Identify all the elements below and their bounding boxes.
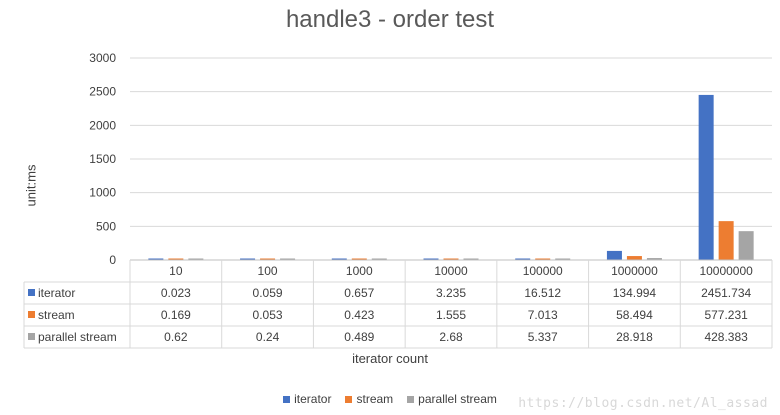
data-label: 1.555 — [436, 308, 466, 322]
bar-parallel-stream-10000000 — [738, 231, 754, 260]
bar-stream-1000000 — [626, 256, 642, 260]
table-series-label: stream — [38, 308, 75, 322]
bar-parallel-stream-100000 — [555, 258, 571, 260]
table-series-label: iterator — [38, 286, 75, 300]
data-label: 577.231 — [704, 308, 748, 322]
legend-item: iterator — [283, 392, 331, 406]
chart-title: handle3 - order test — [285, 6, 495, 33]
data-label: 58.494 — [616, 308, 653, 322]
legend-swatch — [407, 395, 415, 403]
data-label: 0.657 — [344, 286, 374, 300]
x-tick-label: 100000 — [523, 264, 563, 278]
bar-iterator-100000 — [515, 258, 531, 260]
legend-label: parallel stream — [418, 392, 497, 406]
data-label: 2451.734 — [701, 286, 751, 300]
data-label: 0.169 — [161, 308, 191, 322]
y-tick-label: 500 — [96, 219, 116, 233]
bar-iterator-1000 — [331, 258, 347, 260]
y-tick-label: 1500 — [89, 152, 116, 166]
table-series-label: parallel stream — [38, 330, 117, 344]
legend-label: iterator — [294, 392, 332, 406]
x-tick-label: 1000000 — [611, 264, 658, 278]
bar-iterator-100 — [240, 258, 256, 260]
legend-swatch — [345, 395, 353, 403]
data-label: 5.337 — [528, 330, 558, 344]
data-label: 0.489 — [344, 330, 374, 344]
data-label: 0.023 — [161, 286, 191, 300]
data-label: 0.62 — [164, 330, 188, 344]
watermark: https://blog.csdn.net/Al_assad — [518, 396, 768, 411]
bar-stream-10 — [168, 258, 184, 260]
x-tick-label: 10000000 — [699, 264, 753, 278]
bar-iterator-10000000 — [698, 94, 714, 260]
x-tick-label: 100 — [258, 264, 278, 278]
bar-iterator-10000 — [423, 258, 439, 260]
data-label: 0.423 — [344, 308, 374, 322]
legend-item: stream — [345, 392, 393, 406]
y-tick-label: 0 — [109, 253, 116, 267]
bar-stream-10000 — [443, 258, 459, 260]
table-legend-swatch — [28, 289, 35, 296]
table-legend-swatch — [28, 311, 35, 318]
data-label: 428.383 — [704, 330, 748, 344]
bar-stream-100000 — [535, 258, 551, 260]
data-label: 7.013 — [528, 308, 558, 322]
bar-stream-1000 — [351, 258, 367, 260]
bar-parallel-stream-100 — [280, 258, 296, 260]
x-axis-label: iterator count — [352, 351, 428, 366]
data-label: 3.235 — [436, 286, 466, 300]
bar-parallel-stream-10000 — [463, 258, 479, 260]
data-label: 2.68 — [439, 330, 463, 344]
legend-swatch — [283, 395, 291, 403]
bar-parallel-stream-1000 — [371, 258, 387, 260]
y-tick-label: 3000 — [89, 51, 116, 65]
data-label: 0.059 — [253, 286, 283, 300]
bar-iterator-10 — [148, 258, 164, 260]
legend-item: parallel stream — [407, 392, 497, 406]
data-label: 0.24 — [256, 330, 280, 344]
data-label: 16.512 — [524, 286, 561, 300]
legend: iterator stream parallel stream — [0, 392, 780, 406]
y-tick-label: 2500 — [89, 85, 116, 99]
y-tick-label: 2000 — [89, 118, 116, 132]
x-tick-label: 1000 — [346, 264, 373, 278]
data-label: 0.053 — [253, 308, 283, 322]
bar-parallel-stream-10 — [188, 258, 204, 260]
x-tick-label: 10000 — [434, 264, 468, 278]
bar-iterator-1000000 — [606, 250, 622, 260]
table-legend-swatch — [28, 333, 35, 340]
y-tick-label: 1000 — [89, 186, 116, 200]
bar-stream-100 — [260, 258, 276, 260]
data-label: 28.918 — [616, 330, 653, 344]
bar-parallel-stream-1000000 — [646, 258, 662, 260]
x-tick-label: 10 — [169, 264, 183, 278]
bar-stream-10000000 — [718, 221, 734, 260]
legend-label: stream — [356, 392, 394, 406]
data-label: 134.994 — [613, 286, 657, 300]
